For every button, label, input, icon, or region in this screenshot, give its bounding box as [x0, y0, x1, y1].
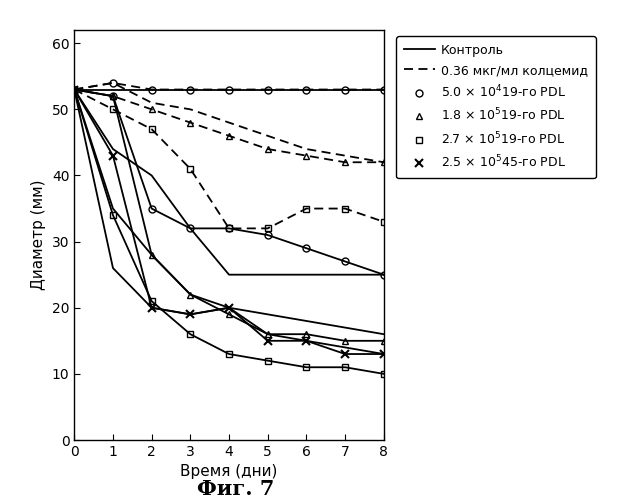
X-axis label: Время (дни): Время (дни)	[180, 464, 278, 479]
Legend: Контроль, 0.36 мкг/мл колцемид, 5.0 × 10$^4$19-го PDL, 1.8 × 10$^5$19-го PDL, 2.: Контроль, 0.36 мкг/мл колцемид, 5.0 × 10…	[396, 36, 595, 178]
Y-axis label: Диаметр (мм): Диаметр (мм)	[31, 180, 46, 290]
Text: Фиг. 7: Фиг. 7	[197, 479, 274, 499]
